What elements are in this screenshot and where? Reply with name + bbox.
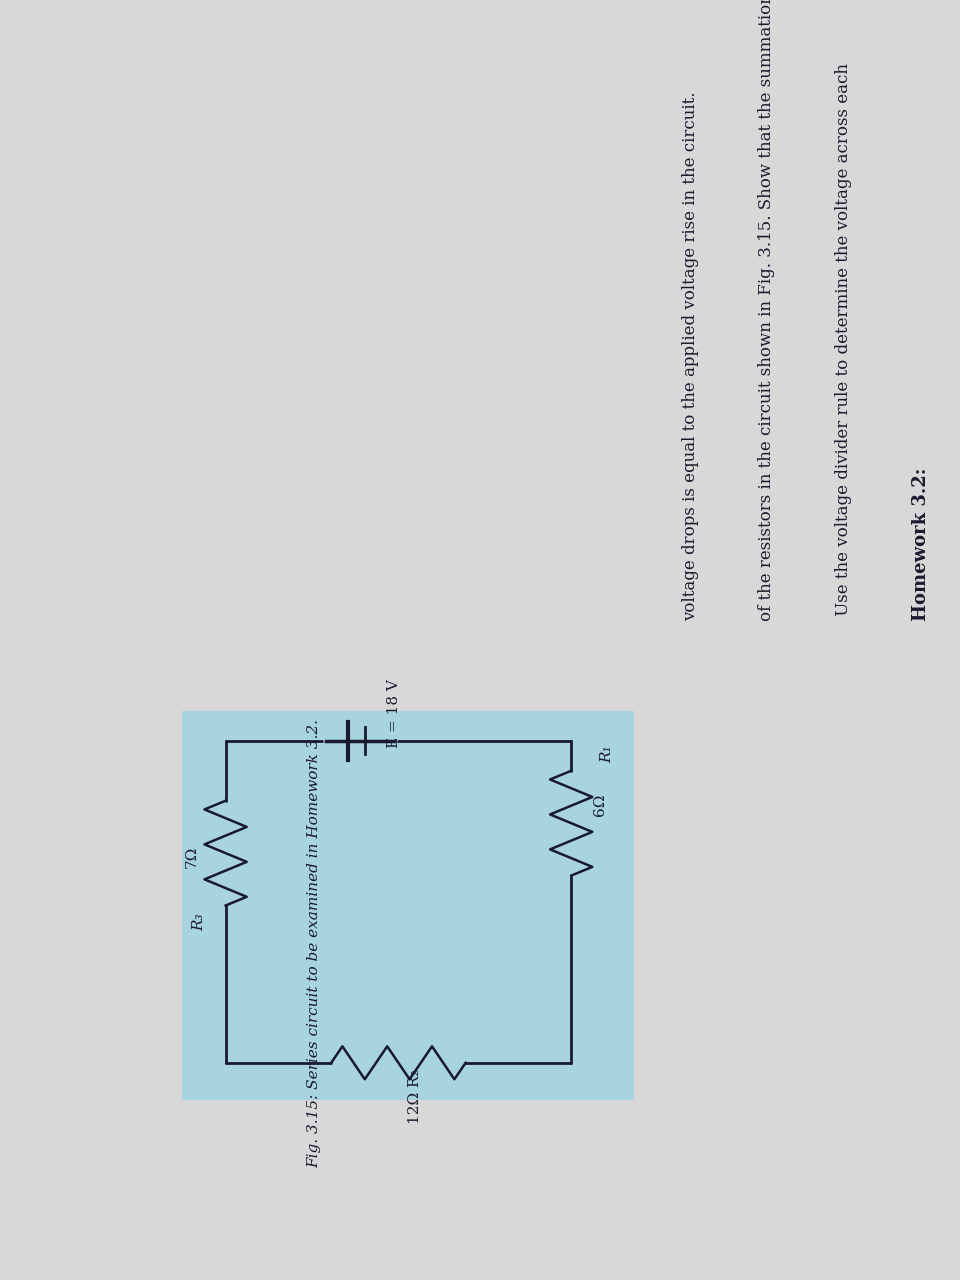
Text: Homework 3.2:: Homework 3.2: [912,467,930,621]
Text: R₃: R₃ [192,913,206,931]
Text: R₁: R₁ [600,746,614,763]
Text: E = 18 V: E = 18 V [387,680,400,749]
FancyBboxPatch shape [182,710,634,1101]
Text: Fig. 3.15: Series circuit to be examined in Homework 3.2.: Fig. 3.15: Series circuit to be examined… [307,718,322,1167]
Text: 12Ω R₂: 12Ω R₂ [408,1069,422,1124]
Text: voltage drops is equal to the applied voltage rise in the circuit.: voltage drops is equal to the applied vo… [682,91,699,621]
Text: Use the voltage divider rule to determine the voltage across each: Use the voltage divider rule to determin… [835,63,852,621]
Text: 7Ω: 7Ω [185,846,199,868]
Text: of the resistors in the circuit shown in Fig. 3.15. Show that the summation of: of the resistors in the circuit shown in… [758,0,776,621]
Text: 6Ω: 6Ω [593,794,607,815]
